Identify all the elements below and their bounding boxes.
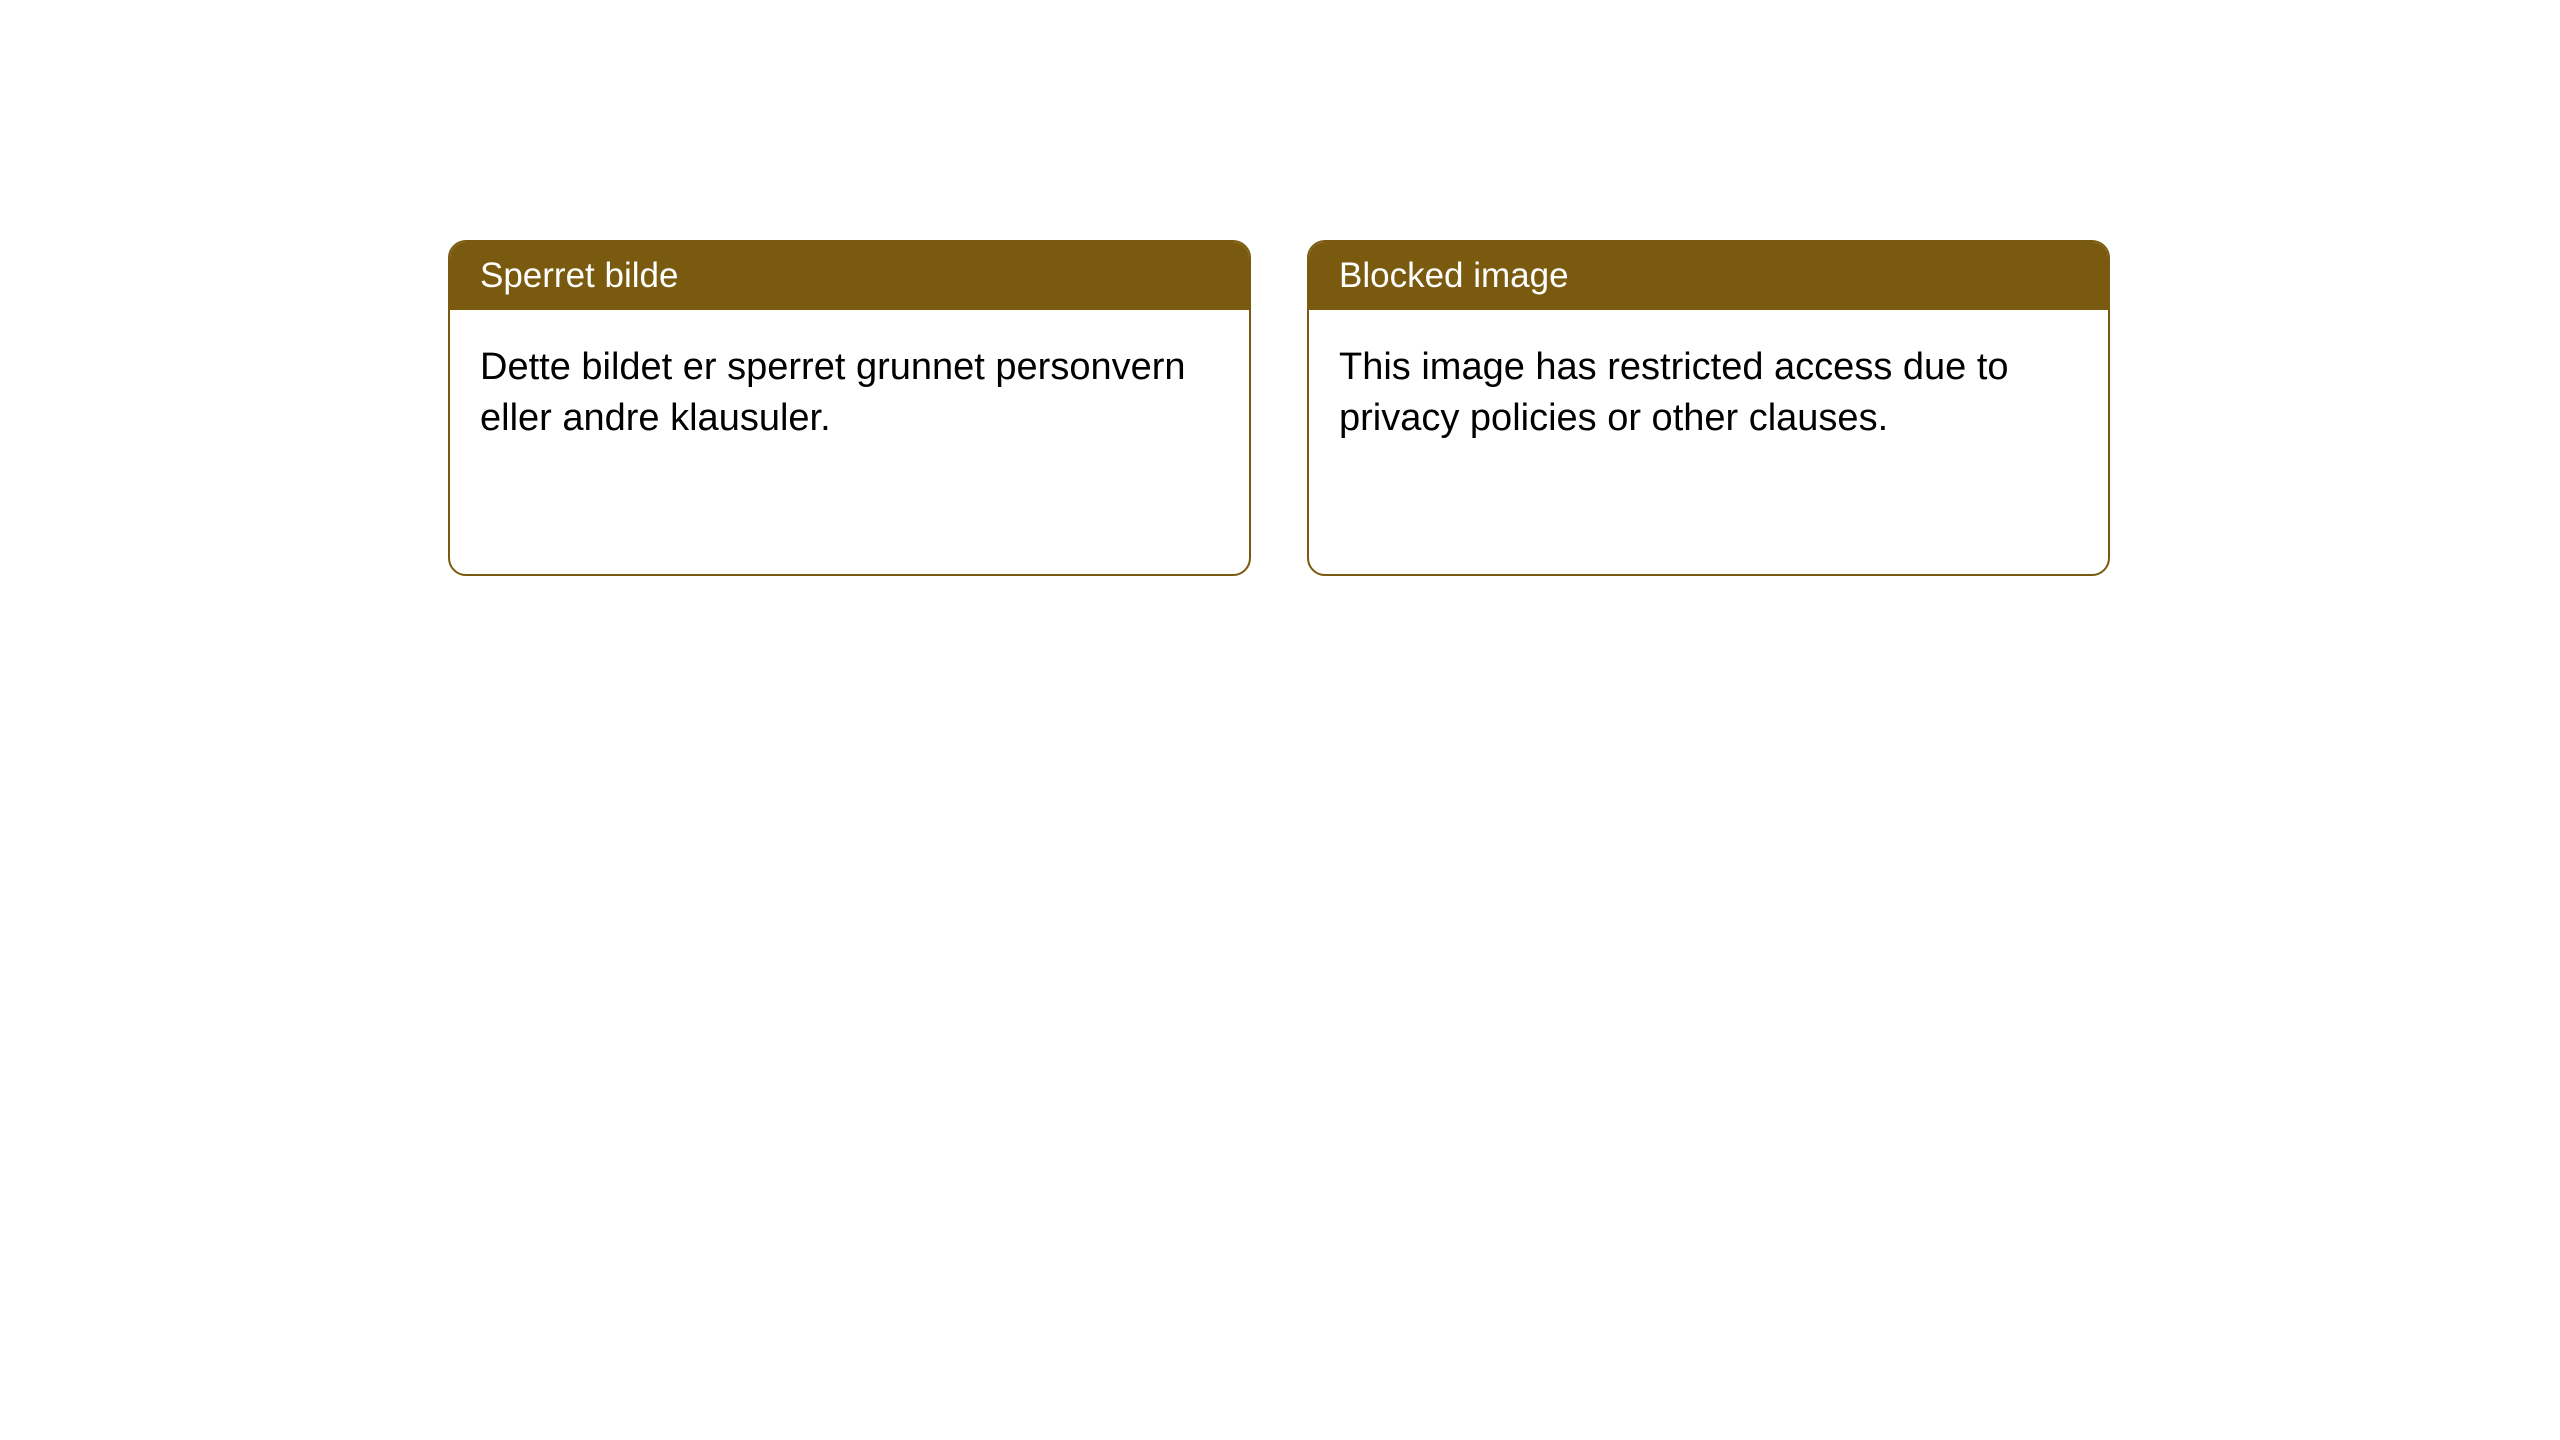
notice-title: Sperret bilde [480,256,678,295]
notice-header: Blocked image [1309,242,2108,310]
notice-card-english: Blocked image This image has restricted … [1307,240,2110,576]
notice-header: Sperret bilde [450,242,1249,310]
notice-title: Blocked image [1339,256,1569,295]
notice-card-norwegian: Sperret bilde Dette bildet er sperret gr… [448,240,1251,576]
notice-container: Sperret bilde Dette bildet er sperret gr… [448,240,2110,576]
notice-body: This image has restricted access due to … [1309,310,2108,477]
notice-body-text: This image has restricted access due to … [1339,346,2009,439]
notice-body-text: Dette bildet er sperret grunnet personve… [480,346,1186,439]
notice-body: Dette bildet er sperret grunnet personve… [450,310,1249,477]
